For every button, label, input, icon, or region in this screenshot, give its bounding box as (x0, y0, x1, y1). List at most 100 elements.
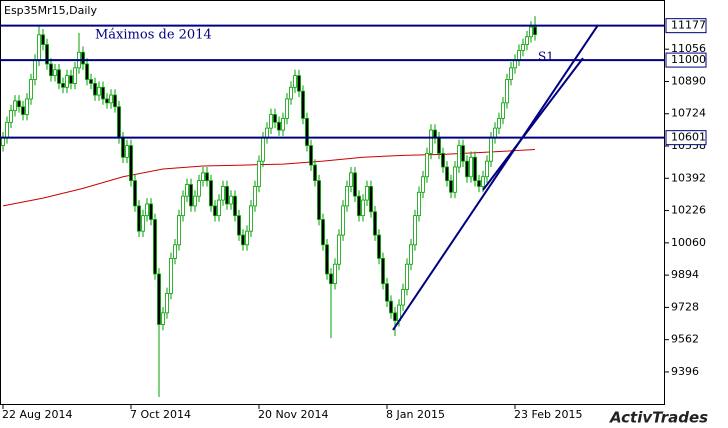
candle-body (529, 26, 533, 38)
candle-body (485, 160, 489, 178)
candle-body (325, 244, 329, 275)
candle-body (241, 234, 245, 246)
candle-body (17, 100, 21, 108)
candle-body (249, 205, 253, 232)
candle-body (369, 186, 373, 213)
candle-body (153, 219, 157, 275)
candle-body (5, 121, 9, 139)
candle-body (233, 195, 237, 217)
candle-body (497, 118, 501, 129)
candle-body (41, 34, 45, 45)
logo: ActivTrades (609, 409, 708, 427)
candle-body (1, 137, 5, 147)
candle-body (201, 172, 205, 182)
candle-body (525, 36, 529, 45)
candle-body (253, 186, 257, 207)
candle-body (465, 160, 469, 178)
candle-body (361, 199, 365, 217)
candle-body (185, 184, 189, 197)
candle-body (213, 205, 217, 217)
candle-body (53, 69, 57, 77)
level-label: 11177 (671, 19, 706, 32)
candle-body (225, 186, 229, 205)
candle-body (245, 230, 249, 246)
candle-body (305, 118, 309, 147)
candle-body (161, 312, 165, 325)
candle-body (321, 219, 325, 246)
level-label-box (665, 18, 707, 34)
candle-body (509, 67, 513, 80)
level-label: 11000 (671, 53, 706, 66)
candle-body (165, 292, 169, 314)
y-tick-label: 10724 (671, 107, 706, 120)
candle-body (105, 98, 109, 104)
candle-body (385, 283, 389, 302)
candle-body (337, 234, 341, 265)
candle-body (229, 195, 233, 205)
candle-body (205, 172, 209, 182)
candle-body (117, 106, 121, 139)
candle-body (137, 205, 141, 232)
candle-body (425, 153, 429, 178)
x-tick-label: 22 Aug 2014 (2, 408, 72, 421)
x-tick-label: 23 Feb 2015 (514, 408, 582, 421)
candle-body (389, 300, 393, 314)
candle-body (129, 145, 133, 182)
chart-title: Esp35Mr15,Daily (4, 4, 97, 17)
candle-body (193, 195, 197, 207)
candle-body (13, 100, 17, 112)
y-tick-label: 10890 (671, 74, 706, 87)
candle-body (121, 137, 125, 158)
candle-body (481, 176, 485, 187)
candle-body (21, 106, 25, 115)
x-tick-label: 8 Jan 2015 (386, 408, 445, 421)
candle-body (473, 156, 477, 182)
candle-body (73, 67, 77, 84)
candle-body (445, 166, 449, 182)
candle-body (393, 312, 397, 322)
candle-body (401, 289, 405, 306)
trendline (482, 57, 584, 191)
candle-body (329, 273, 333, 285)
candle-body (37, 34, 41, 61)
candle-body (349, 172, 353, 187)
candle-body (101, 86, 105, 100)
candle-body (377, 234, 381, 259)
candle-body (29, 79, 33, 100)
candle-body (97, 86, 101, 96)
candle-body (177, 215, 181, 246)
candle-body (317, 180, 321, 220)
y-tick-label: 9562 (671, 333, 699, 346)
plot-frame (0, 0, 665, 405)
candle-body (521, 44, 525, 51)
candle-body (341, 205, 345, 236)
candle-body (345, 186, 349, 207)
y-tick-label: 11056 (671, 42, 706, 55)
candle-body (81, 51, 85, 65)
candle-body (265, 127, 269, 139)
y-tick-label: 9396 (671, 365, 699, 378)
candle-body (109, 94, 113, 104)
candle-body (25, 98, 29, 115)
candle-body (405, 263, 409, 290)
candle-body (49, 63, 53, 77)
y-tick-label: 10226 (671, 204, 706, 217)
level-label-box (665, 52, 707, 68)
candle-body (457, 145, 461, 168)
candle-body (197, 180, 201, 197)
candle-body (281, 118, 285, 131)
candle-body (285, 98, 289, 119)
candle-body (173, 244, 177, 259)
candle-body (353, 172, 357, 197)
x-tick-label: 7 Oct 2014 (130, 408, 191, 421)
candle-body (381, 257, 385, 285)
y-tick-label: 9728 (671, 300, 699, 313)
candle-body (417, 191, 421, 217)
candle-body (141, 215, 145, 232)
candle-body (237, 215, 241, 236)
candle-body (501, 102, 505, 119)
candle-body (437, 137, 441, 154)
candle-body (517, 49, 521, 61)
candle-body (69, 75, 73, 84)
